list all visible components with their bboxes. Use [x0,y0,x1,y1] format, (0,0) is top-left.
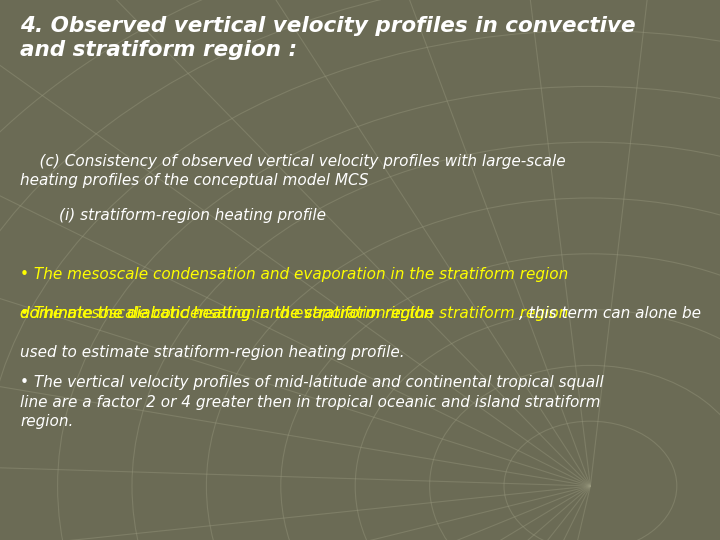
Text: dominate the diabatic heating in the stratiform region,: dominate the diabatic heating in the str… [20,306,438,321]
Text: • The mesoscale condensation and evaporation in the stratiform region: • The mesoscale condensation and evapora… [20,306,568,321]
Text: , this term can alone be: , this term can alone be [519,306,701,321]
Text: dominate the diabatic heating in the stratiform region: dominate the diabatic heating in the str… [20,306,433,321]
Text: (c) Consistency of observed vertical velocity profiles with large-scale
heating : (c) Consistency of observed vertical vel… [20,154,566,188]
Text: (i) stratiform-region heating profile: (i) stratiform-region heating profile [20,208,326,223]
Text: • The mesoscale condensation and evaporation in the stratiform region: • The mesoscale condensation and evapora… [20,267,568,282]
Text: 4. Observed vertical velocity profiles in convective
and stratiform region :: 4. Observed vertical velocity profiles i… [20,16,636,60]
Text: used to estimate stratiform-region heating profile.: used to estimate stratiform-region heati… [20,345,405,360]
Text: • The vertical velocity profiles of mid-latitude and continental tropical squall: • The vertical velocity profiles of mid-… [20,375,604,429]
Text: dominate the diabatic heating in the stratiform region: dominate the diabatic heating in the str… [20,306,433,321]
